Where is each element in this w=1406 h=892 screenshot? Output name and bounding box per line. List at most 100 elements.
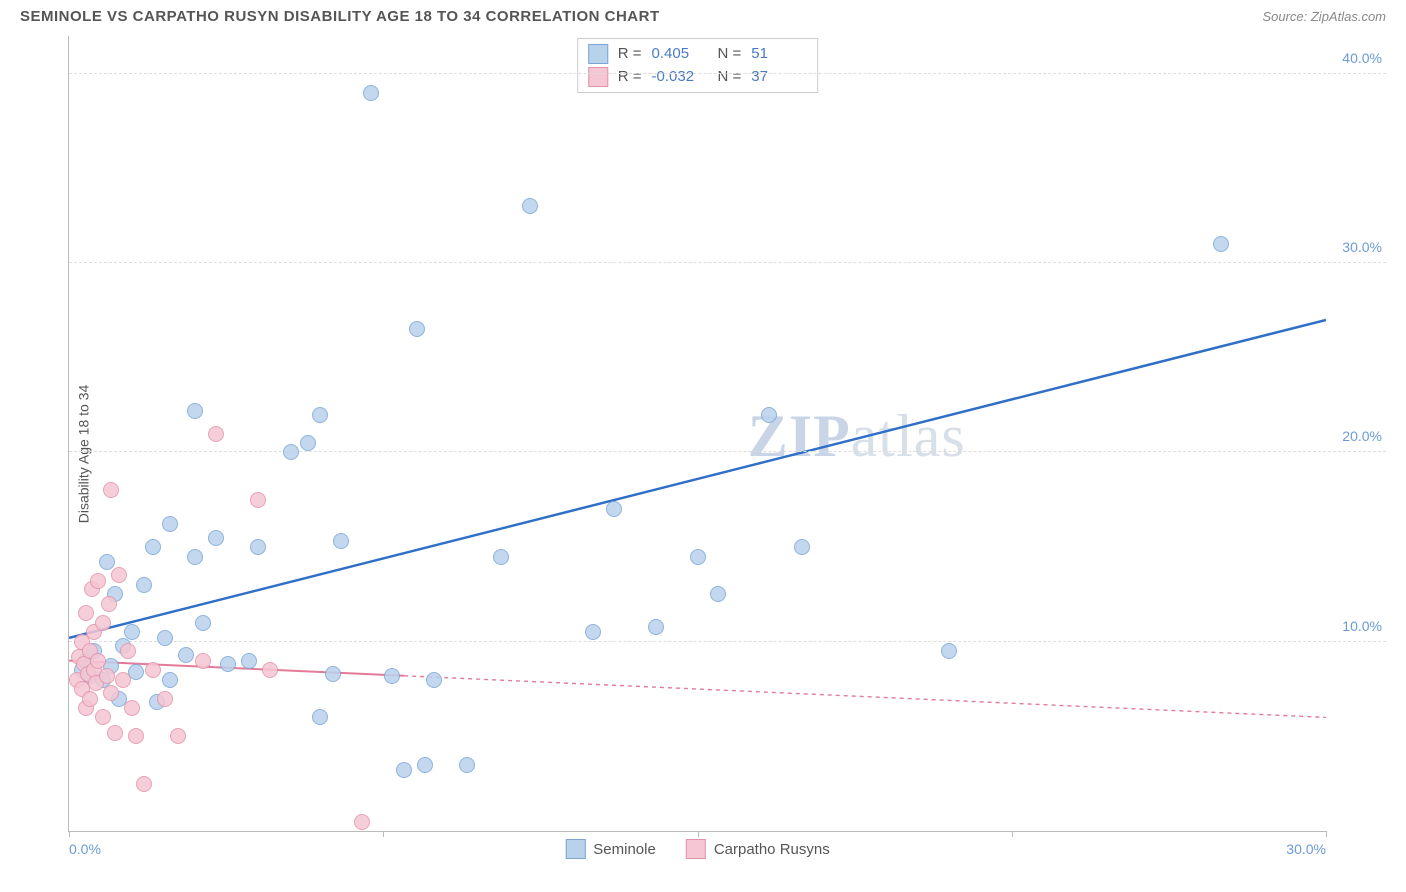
data-point — [941, 643, 957, 659]
data-point — [136, 776, 152, 792]
data-point — [690, 549, 706, 565]
series-swatch — [588, 44, 608, 64]
data-point — [103, 685, 119, 701]
n-label: N = — [718, 43, 742, 66]
n-label: N = — [718, 66, 742, 89]
data-point — [585, 624, 601, 640]
data-point — [761, 407, 777, 423]
data-point — [312, 709, 328, 725]
data-point — [250, 492, 266, 508]
data-point — [262, 662, 278, 678]
data-point — [426, 672, 442, 688]
data-point — [220, 656, 236, 672]
x-tick — [1326, 831, 1327, 837]
x-tick — [1012, 831, 1013, 837]
n-value: 37 — [751, 66, 807, 89]
data-point — [312, 407, 328, 423]
data-point — [208, 426, 224, 442]
data-point — [250, 539, 266, 555]
y-tick-label: 10.0% — [1330, 618, 1386, 634]
source-label: Source: ZipAtlas.com — [1262, 9, 1386, 24]
data-point — [157, 691, 173, 707]
data-point — [124, 624, 140, 640]
gridline — [69, 641, 1386, 642]
data-point — [111, 567, 127, 583]
series-swatch — [588, 67, 608, 87]
x-tick-label: 0.0% — [69, 841, 101, 857]
data-point — [241, 653, 257, 669]
r-value: -0.032 — [652, 66, 708, 89]
data-point — [333, 533, 349, 549]
legend-label: Carpatho Rusyns — [714, 841, 830, 858]
series-legend: Seminole Carpatho Rusyns — [565, 839, 829, 859]
legend-swatch — [565, 839, 585, 859]
x-tick — [69, 831, 70, 837]
data-point — [99, 668, 115, 684]
data-point — [459, 757, 475, 773]
y-tick-label: 20.0% — [1330, 428, 1386, 444]
data-point — [90, 573, 106, 589]
chart-container: Disability Age 18 to 34 ZIPatlas R =0.40… — [20, 36, 1386, 872]
data-point — [101, 596, 117, 612]
data-point — [300, 435, 316, 451]
stats-legend-box: R = 0.405 N = 51 R = -0.032 N = 37 — [577, 38, 819, 93]
legend-label: Seminole — [593, 841, 656, 858]
data-point — [99, 554, 115, 570]
data-point — [363, 85, 379, 101]
data-point — [115, 672, 131, 688]
data-point — [170, 728, 186, 744]
data-point — [90, 653, 106, 669]
data-point — [95, 709, 111, 725]
x-tick — [383, 831, 384, 837]
data-point — [283, 444, 299, 460]
data-point — [145, 662, 161, 678]
data-point — [120, 643, 136, 659]
watermark: ZIPatlas — [748, 402, 966, 471]
data-point — [128, 728, 144, 744]
gridline — [69, 451, 1386, 452]
gridline — [69, 73, 1386, 74]
data-point — [157, 630, 173, 646]
data-point — [1213, 236, 1229, 252]
r-label: R = — [618, 66, 642, 89]
data-point — [195, 653, 211, 669]
r-label: R = — [618, 43, 642, 66]
data-point — [384, 668, 400, 684]
x-tick — [698, 831, 699, 837]
data-point — [162, 516, 178, 532]
gridline — [69, 262, 1386, 263]
data-point — [794, 539, 810, 555]
data-point — [195, 615, 211, 631]
trend-lines — [69, 36, 1326, 831]
data-point — [396, 762, 412, 778]
data-point — [82, 691, 98, 707]
data-point — [136, 577, 152, 593]
data-point — [103, 482, 119, 498]
x-tick-label: 30.0% — [1286, 841, 1326, 857]
data-point — [145, 539, 161, 555]
legend-item: Seminole — [565, 839, 656, 859]
data-point — [208, 530, 224, 546]
data-point — [187, 549, 203, 565]
stats-row: R = 0.405 N = 51 — [588, 43, 808, 66]
data-point — [162, 672, 178, 688]
data-point — [606, 501, 622, 517]
data-point — [107, 725, 123, 741]
y-tick-label: 40.0% — [1330, 50, 1386, 66]
data-point — [648, 619, 664, 635]
data-point — [95, 615, 111, 631]
n-value: 51 — [751, 43, 807, 66]
data-point — [409, 321, 425, 337]
data-point — [354, 814, 370, 830]
legend-item: Carpatho Rusyns — [686, 839, 830, 859]
stats-row: R = -0.032 N = 37 — [588, 66, 808, 89]
chart-title: SEMINOLE VS CARPATHO RUSYN DISABILITY AG… — [20, 8, 660, 25]
legend-swatch — [686, 839, 706, 859]
data-point — [493, 549, 509, 565]
data-point — [178, 647, 194, 663]
data-point — [124, 700, 140, 716]
r-value: 0.405 — [652, 43, 708, 66]
y-tick-label: 30.0% — [1330, 239, 1386, 255]
data-point — [710, 586, 726, 602]
data-point — [417, 757, 433, 773]
